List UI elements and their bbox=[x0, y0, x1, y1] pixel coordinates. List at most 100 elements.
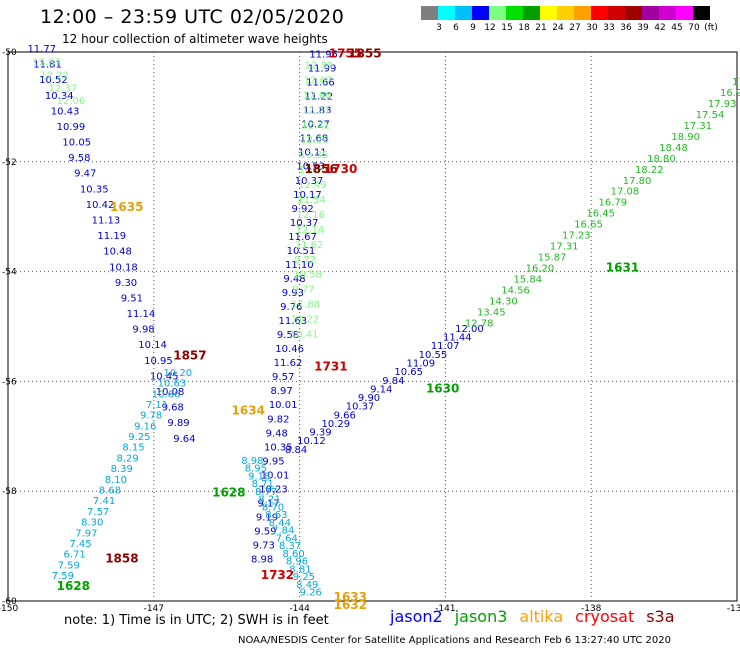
wave-height-value: 10.65 bbox=[394, 367, 423, 378]
wave-height-value: 9.76 bbox=[280, 302, 302, 313]
wave-height-value: 11.10 bbox=[285, 260, 314, 271]
wave-height-value: 10.37 bbox=[346, 402, 375, 413]
wave-height-value: 6.71 bbox=[64, 550, 86, 561]
color-scale-label: 39 bbox=[637, 23, 649, 33]
lon-tick-label: -138 bbox=[581, 604, 602, 614]
wave-height-value: 13.49 bbox=[299, 165, 328, 176]
color-scale-swatch bbox=[455, 6, 472, 20]
wave-height-value: 8.63 bbox=[265, 510, 287, 521]
color-scale-swatch bbox=[506, 6, 523, 20]
wave-height-value: 10.95 bbox=[144, 356, 173, 367]
wave-height-value: 11.67 bbox=[288, 232, 317, 243]
wave-height-value: 9.57 bbox=[272, 372, 294, 383]
wave-height-value: 18.22 bbox=[635, 165, 664, 176]
wave-height-value: 8.30 bbox=[81, 518, 103, 529]
wave-height-value: 10.58 bbox=[293, 270, 322, 281]
wave-height-value: 8.10 bbox=[105, 475, 127, 486]
pass-time-label: 1631 bbox=[606, 261, 639, 275]
wave-height-value: 17.08 bbox=[611, 187, 640, 198]
wave-height-value: 9.25 bbox=[293, 572, 315, 583]
wave-height-value: 10.51 bbox=[287, 246, 316, 257]
wave-height-value: 10.29 bbox=[321, 419, 350, 430]
wave-height-value: 8.49 bbox=[296, 580, 318, 591]
wave-height-value: 8.96 bbox=[286, 557, 308, 568]
wave-height-value: 9.72 bbox=[294, 255, 316, 266]
wave-height-value: 17 bbox=[732, 77, 740, 88]
wave-height-value: 11.19 bbox=[97, 231, 126, 242]
pass-time-label: 1856 bbox=[304, 162, 337, 176]
wave-height-value: 16.65 bbox=[574, 220, 603, 231]
lat-tick-label: -56 bbox=[2, 377, 17, 387]
wave-height-value: 11.22 bbox=[291, 315, 320, 326]
wave-height-value: 14.56 bbox=[501, 286, 530, 297]
wave-height-value: 8.21 bbox=[258, 495, 280, 506]
wave-height-value: 7.84 bbox=[272, 526, 294, 537]
wave-height-value: 9.51 bbox=[121, 293, 143, 304]
color-scale-label: 15 bbox=[501, 23, 513, 33]
wave-height-value: 8.84 bbox=[285, 445, 307, 456]
color-scale-swatch bbox=[438, 6, 455, 20]
color-scale-label: 12 bbox=[484, 23, 496, 33]
wave-height-value: 10.99 bbox=[57, 122, 86, 133]
wave-height-value: 11.62 bbox=[274, 358, 303, 369]
wave-height-value: 7.57 bbox=[87, 507, 109, 518]
wave-height-value: 12.39 bbox=[304, 60, 333, 71]
wave-height-value: 9.82 bbox=[267, 414, 289, 425]
wave-height-value: 8.70 bbox=[262, 502, 284, 513]
wave-height-value: 12.06 bbox=[57, 96, 86, 107]
lon-tick-label: -144 bbox=[289, 604, 310, 614]
wave-height-value: 8.95 bbox=[245, 464, 267, 475]
wave-height-value: 17.80 bbox=[623, 176, 652, 187]
pass-time-label: 1731 bbox=[314, 359, 347, 373]
lon-tick-label: -150 bbox=[0, 604, 18, 614]
wave-height-value: 8.60 bbox=[282, 549, 304, 560]
color-scale-label: 42 bbox=[654, 23, 666, 33]
wave-height-value: 12.21 bbox=[302, 105, 331, 116]
wave-height-value: 10.23 bbox=[259, 484, 288, 495]
pass-time-label: 1857 bbox=[173, 348, 206, 362]
note-text: note: 1) Time is in UTC; 2) SWH is in fe… bbox=[64, 613, 329, 628]
legend-entry-altika: altika bbox=[519, 607, 564, 626]
color-scale-label: (ft) bbox=[704, 23, 718, 33]
wave-height-value: 9.18 bbox=[248, 471, 270, 482]
wave-height-value: 10.66 bbox=[152, 389, 181, 400]
wave-height-value: 9.14 bbox=[370, 384, 392, 395]
lon-tick-label: -141 bbox=[435, 604, 455, 614]
wave-height-value: 9.92 bbox=[292, 204, 314, 215]
wave-height-value: 8.97 bbox=[270, 386, 292, 397]
wave-height-value: 11.88 bbox=[292, 300, 321, 311]
footer-credit: NOAA/NESDIS Center for Satellite Applica… bbox=[238, 635, 671, 646]
wave-height-value: 8.71 bbox=[252, 479, 274, 490]
wave-height-value: 7.45 bbox=[69, 539, 91, 550]
color-scale-label: 3 bbox=[436, 23, 442, 33]
wave-height-value: 11.54 bbox=[297, 195, 326, 206]
color-scale-swatch bbox=[472, 6, 489, 20]
wave-height-value: 7.59 bbox=[58, 560, 80, 571]
wave-height-value: 10.14 bbox=[138, 340, 167, 351]
wave-height-value: 8.37 bbox=[279, 541, 301, 552]
color-scale-label: 70 bbox=[688, 23, 700, 33]
wave-height-value: 8.68 bbox=[99, 486, 121, 497]
wave-height-value: 10.12 bbox=[297, 436, 326, 447]
pass-time-label: 1635 bbox=[110, 200, 143, 214]
wave-height-value: 9.16 bbox=[134, 421, 156, 432]
wave-height-value: 15.87 bbox=[538, 253, 567, 264]
wave-height-value: 10.11 bbox=[298, 148, 327, 159]
legend-entry-jason3: jason3 bbox=[454, 607, 508, 626]
lon-tick-label: -147 bbox=[144, 604, 164, 614]
wave-height-value: 9.84 bbox=[382, 376, 404, 387]
wave-height-value: 9.73 bbox=[253, 541, 275, 552]
wave-height-value: 12.20 bbox=[300, 135, 329, 146]
wave-height-value: 17.54 bbox=[696, 110, 725, 121]
wave-height-value: 12.22 bbox=[40, 71, 69, 82]
color-scale-swatch bbox=[557, 6, 574, 20]
wave-height-value: 9.90 bbox=[358, 393, 380, 404]
color-scale-swatch bbox=[421, 6, 438, 20]
wave-height-value: 10.37 bbox=[290, 218, 319, 229]
wave-height-value: 12.87 bbox=[32, 58, 61, 69]
pass-time-label: 1628 bbox=[57, 579, 90, 593]
wave-height-value: 8.15 bbox=[122, 443, 144, 454]
wave-height-value: 10.35 bbox=[80, 184, 109, 195]
color-scale-label: 27 bbox=[569, 23, 581, 33]
pass-time-label: 1628 bbox=[212, 486, 245, 500]
